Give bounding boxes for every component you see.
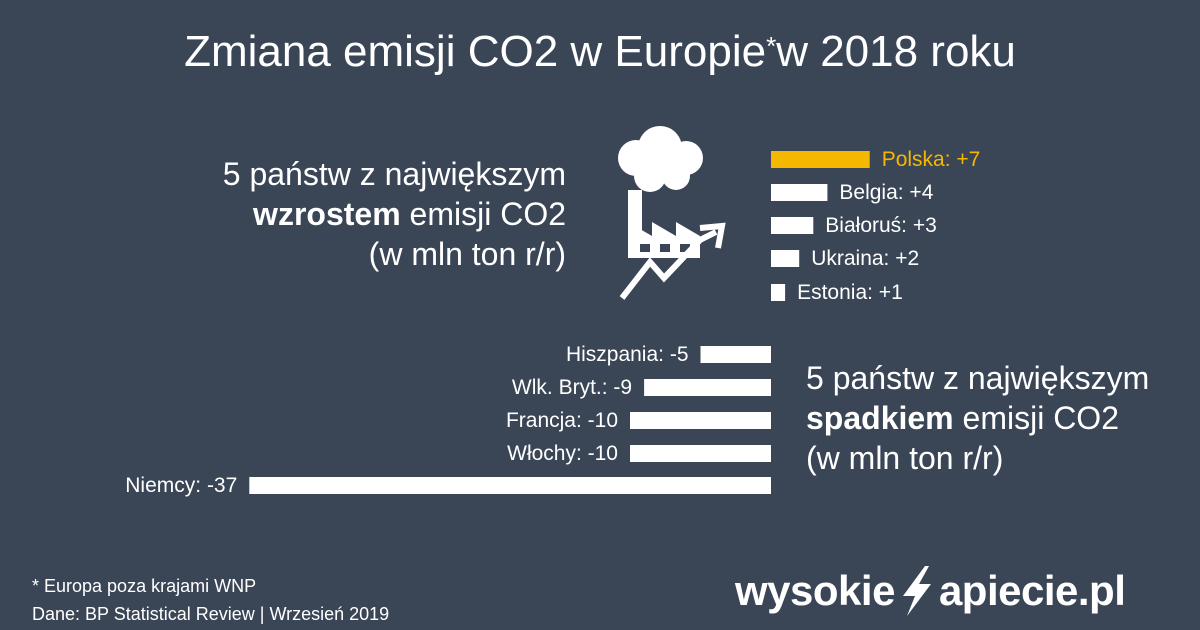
increase-bar-label-2: Belgia: +4 bbox=[839, 181, 933, 204]
increase-keyword: wzrostem bbox=[253, 196, 401, 232]
increase-bar-label-1: Polska: +7 bbox=[882, 148, 981, 171]
decrease-bar-label-1: Hiszpania: -5 bbox=[566, 343, 689, 366]
footnote: * Europa poza krajami WNP bbox=[32, 576, 257, 596]
source-note: Dane: BP Statistical Review | Wrzesień 2… bbox=[32, 604, 390, 624]
title-main: Zmiana emisji CO2 w Europie bbox=[184, 27, 767, 76]
increase-bar-label-5: Estonia: +1 bbox=[797, 281, 903, 304]
decrease-bar-3 bbox=[630, 412, 771, 429]
increase-bar-4 bbox=[771, 250, 800, 267]
decrease-line3: (w mln ton r/r) bbox=[806, 440, 1004, 476]
brand-left: wysokie bbox=[735, 567, 895, 614]
factory-with-cloud-and-rising-arrow-icon bbox=[618, 126, 703, 258]
decrease-bar-4 bbox=[630, 445, 771, 462]
increase-line2: wzrostem emisji CO2 bbox=[223, 194, 566, 234]
decrease-keyword: spadkiem bbox=[806, 400, 954, 436]
decrease-bars: Hiszpania: -5 Wlk. Bryt.: -9 Francja: -10 W… bbox=[125, 343, 772, 497]
brand-right: apiecie.pl bbox=[938, 567, 1126, 614]
decrease-bar-label-2: Wlk. Bryt.: -9 bbox=[512, 376, 632, 399]
title-suffix: w 2018 roku bbox=[776, 27, 1016, 76]
decrease-bar-label-3: Francja: -10 bbox=[506, 409, 618, 432]
title-asterisk: * bbox=[766, 31, 777, 61]
rising-arrow-icon bbox=[619, 222, 726, 300]
increase-bar-label-4: Ukraina: +2 bbox=[811, 247, 919, 270]
decrease-line2-rest: emisji CO2 bbox=[953, 400, 1119, 436]
increase-line3: (w mln ton r/r) bbox=[368, 236, 566, 272]
increase-bar-5 bbox=[771, 284, 786, 301]
increase-bar-label-3: Białoruś: +3 bbox=[825, 214, 936, 237]
increase-bar-1 bbox=[771, 151, 870, 168]
page-title: Zmiana emisji CO2 w Europie*w 2018 roku bbox=[0, 26, 1200, 78]
increase-bar-3 bbox=[771, 217, 814, 234]
brand-logo: wysokie apiecie.pl bbox=[735, 566, 1126, 616]
decrease-bar-5 bbox=[249, 477, 772, 494]
decrease-line1: 5 państw z największym bbox=[806, 360, 1150, 396]
increase-bar-2 bbox=[771, 184, 828, 201]
decrease-bar-2 bbox=[644, 379, 771, 396]
decrease-description: 5 państw z największym spadkiem emisji C… bbox=[806, 358, 1149, 478]
increase-line2-rest: emisji CO2 bbox=[400, 196, 566, 232]
decrease-bar-label-5: Niemcy: -37 bbox=[125, 474, 237, 497]
decrease-line2: spadkiem emisji CO2 bbox=[806, 398, 1149, 438]
lightning-bolt-icon bbox=[902, 566, 931, 616]
increase-description: 5 państw z największym wzrostem emisji C… bbox=[223, 154, 566, 274]
decrease-bar-label-4: Włochy: -10 bbox=[507, 442, 618, 465]
decrease-bar-1 bbox=[700, 346, 771, 363]
increase-line1: 5 państw z największym bbox=[222, 156, 566, 192]
increase-bars: Polska: +7 Belgia: +4 Białoruś: +3 Ukraina:… bbox=[771, 148, 980, 304]
